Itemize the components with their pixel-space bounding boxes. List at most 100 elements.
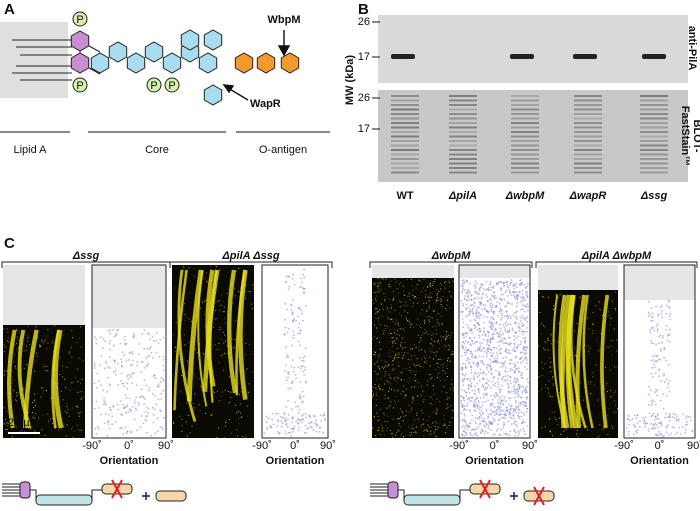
speck (412, 302, 414, 304)
scatter-dot (498, 344, 500, 347)
scatter-dot (302, 360, 305, 362)
scatter-dot (305, 381, 307, 384)
speck (437, 426, 439, 428)
speck (37, 337, 39, 339)
scatter-dot (121, 414, 124, 417)
speck (403, 330, 405, 332)
cartoon-x (479, 479, 491, 499)
speck (414, 365, 416, 367)
scatter-dot (515, 318, 518, 321)
scatter-dot (526, 326, 528, 329)
scatter-dot (498, 388, 501, 391)
scatter-dot (124, 394, 127, 396)
scatter-dot (265, 415, 268, 418)
stain (449, 126, 477, 129)
scatter-dot (500, 352, 502, 355)
speck (223, 352, 225, 354)
image (3, 325, 85, 438)
scatter-dot (474, 315, 477, 318)
scatter-dot (119, 400, 122, 402)
scatter-dot (121, 365, 123, 368)
speck (61, 365, 63, 367)
speck (372, 299, 374, 301)
scatter-dot (466, 324, 469, 326)
scatter-dot (502, 403, 504, 406)
scatter-dot (460, 399, 463, 402)
scatter-dot (475, 309, 478, 311)
speck (381, 278, 383, 279)
scatter-dot (479, 342, 481, 344)
stain (391, 162, 419, 165)
speck (384, 373, 386, 375)
speck (401, 433, 403, 435)
speck (220, 396, 222, 398)
speck (611, 426, 613, 427)
speck (445, 432, 447, 434)
scatter-dot (668, 315, 671, 318)
scatter-dot (482, 401, 485, 404)
scatter-dot (126, 382, 128, 385)
speck (428, 426, 430, 428)
scatter-dot (675, 415, 678, 418)
scatter-dot (514, 435, 516, 437)
speck (419, 341, 421, 343)
scatter-dot (492, 352, 495, 355)
fiber (177, 269, 197, 422)
scatter-dot (137, 401, 140, 404)
scatter-dot (523, 421, 525, 424)
speck (582, 399, 584, 401)
scatter-dot (100, 355, 103, 358)
speck (560, 433, 562, 435)
scatter-dot (516, 425, 518, 428)
stain (511, 171, 539, 174)
scatter-dot (521, 304, 524, 307)
speck (214, 318, 216, 320)
scatter-dot (491, 402, 494, 405)
scatter-dot (517, 430, 520, 433)
speck (380, 303, 382, 305)
scatter-dot (660, 421, 662, 424)
speck (206, 280, 208, 282)
scatter-dot (636, 432, 638, 434)
scatter-dot (524, 337, 527, 339)
scatter-dot (520, 374, 522, 377)
scatter-dot (471, 353, 474, 355)
speck (195, 334, 197, 336)
scatter-dot (510, 390, 513, 393)
stain (640, 126, 668, 129)
speck (397, 389, 399, 391)
stain (640, 117, 668, 120)
scatter-dot (512, 283, 515, 286)
scatter-dot (491, 333, 494, 336)
scatter-dot (287, 399, 289, 402)
speck (405, 388, 407, 390)
scatter-dot (512, 381, 515, 383)
speck (382, 389, 384, 391)
speck (422, 287, 424, 289)
scatter-dot (303, 374, 306, 376)
scatter-dot (513, 287, 515, 290)
speck (413, 419, 415, 421)
scatter-dot (473, 318, 476, 321)
scatter-dot (642, 416, 645, 419)
scatter-dot (154, 394, 157, 397)
speck (428, 415, 430, 417)
speck (240, 391, 242, 393)
scatter-dot (157, 398, 160, 401)
scatter-dot (489, 317, 492, 319)
speck (592, 330, 594, 332)
stain (391, 122, 419, 124)
scatter-dot (155, 339, 158, 342)
speck (27, 326, 29, 328)
scatter-dot (149, 338, 152, 341)
speck (6, 429, 8, 430)
speck (541, 322, 543, 324)
scatter-dot (484, 307, 487, 310)
scatter-dot (508, 284, 511, 287)
speck (408, 292, 410, 294)
speck (554, 411, 556, 413)
scatter-dot (478, 355, 481, 358)
speck (549, 357, 551, 359)
scatter-dot (520, 296, 523, 298)
scatter-dot (625, 426, 628, 429)
